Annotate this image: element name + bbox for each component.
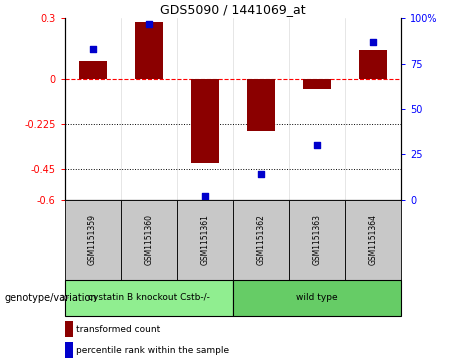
Text: percentile rank within the sample: percentile rank within the sample [77,346,230,355]
Bar [359,50,387,79]
Bar [233,200,289,280]
Text: GSM1151360: GSM1151360 [144,214,153,265]
Text: genotype/variation: genotype/variation [5,293,97,303]
Point [313,142,321,148]
Text: GSM1151364: GSM1151364 [368,214,378,265]
Bar [65,321,73,337]
Point [201,193,208,199]
Text: GSM1151359: GSM1151359 [88,214,97,265]
Point [145,21,152,26]
Bar [303,79,331,89]
Text: GSM1151362: GSM1151362 [256,214,266,265]
Bar [65,342,73,358]
Bar [78,61,106,79]
Bar [247,79,275,131]
Bar [289,200,345,280]
Point [257,171,265,177]
Text: transformed count: transformed count [77,325,160,334]
Text: cystatin B knockout Cstb-/-: cystatin B knockout Cstb-/- [88,293,210,302]
Text: wild type: wild type [296,293,338,302]
Bar [191,79,219,163]
Bar [233,280,401,316]
Bar [135,22,163,79]
Point [369,39,377,45]
Bar [345,200,401,280]
Bar [65,280,233,316]
Bar [65,200,121,280]
Bar [177,200,233,280]
Text: GSM1151361: GSM1151361 [200,214,209,265]
Bar [121,200,177,280]
Point [89,46,96,52]
Title: GDS5090 / 1441069_at: GDS5090 / 1441069_at [160,3,306,16]
Text: GSM1151363: GSM1151363 [313,214,321,265]
